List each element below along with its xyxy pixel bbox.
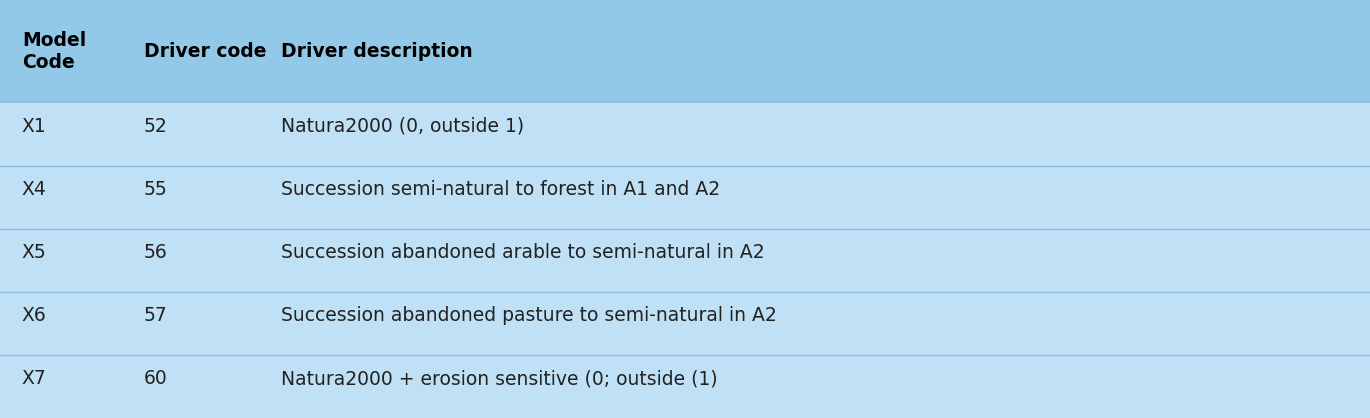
Text: 55: 55: [144, 180, 167, 199]
Text: Succession semi-natural to forest in A1 and A2: Succession semi-natural to forest in A1 …: [281, 180, 721, 199]
Text: Model
Code: Model Code: [22, 31, 86, 72]
Text: X6: X6: [22, 306, 47, 325]
Text: X1: X1: [22, 117, 47, 136]
Text: Succession abandoned arable to semi-natural in A2: Succession abandoned arable to semi-natu…: [281, 243, 764, 262]
Text: Driver code: Driver code: [144, 42, 266, 61]
Text: X7: X7: [22, 370, 47, 388]
Text: Natura2000 + erosion sensitive (0; outside (1): Natura2000 + erosion sensitive (0; outsi…: [281, 370, 718, 388]
Text: 56: 56: [144, 243, 167, 262]
Text: X5: X5: [22, 243, 47, 262]
Bar: [0, 0, 1370, 102]
Text: 60: 60: [144, 370, 167, 388]
Text: Natura2000 (0, outside 1): Natura2000 (0, outside 1): [281, 117, 523, 136]
Text: 57: 57: [144, 306, 167, 325]
Text: 52: 52: [144, 117, 167, 136]
Text: Succession abandoned pasture to semi-natural in A2: Succession abandoned pasture to semi-nat…: [281, 306, 777, 325]
Text: X4: X4: [22, 180, 47, 199]
Text: Driver description: Driver description: [281, 42, 473, 61]
